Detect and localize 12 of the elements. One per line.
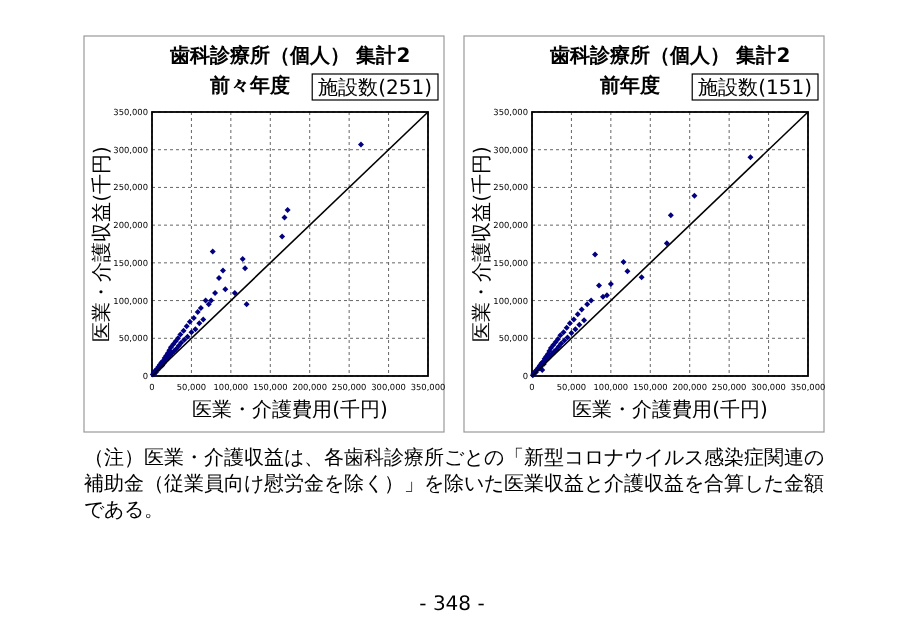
x-axis-title: 医業・介護費用(千円) <box>192 398 388 422</box>
chart-title: 歯科診療所（個人） 集計2 <box>547 44 791 68</box>
chart-subtitle: 前々年度 <box>208 74 290 98</box>
text: 施設数(151) <box>698 76 813 100</box>
y-axis-title: 医業・介護収益(千円) <box>470 146 494 342</box>
chart-title: 歯科診療所（個人） 集計2 <box>167 44 411 68</box>
chart-subtitle: 前年度 <box>598 74 660 98</box>
y-axis-title: 医業・介護収益(千円) <box>90 146 114 342</box>
text: 施設数(251) <box>318 76 433 100</box>
text: （注）医業・介護収益は、各歯科診療所ごとの「新型コロナウイルス感染症関連の補助金（従業員向け慰労金を除く）」を除いた医業収益と介護収益を合算した金額である。 <box>84 446 824 522</box>
text: - 348 - <box>419 594 486 616</box>
x-axis-title: 医業・介護費用(千円) <box>572 398 768 422</box>
